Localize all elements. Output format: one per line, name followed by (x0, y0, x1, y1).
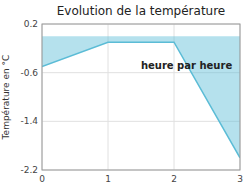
axes: 0.2 -0.6 -1.4 -2.20 1 2 3 (20, 19, 242, 184)
chart-container: 0.2 -0.6 -1.4 -2.20 1 2 3 heure par heure Evolut… (0, 0, 250, 188)
tick-label: 0.2 (24, 19, 38, 29)
y-axis-label: Température en °C (1, 55, 11, 141)
title: Evolution de la température (57, 4, 226, 18)
tick-label: 1 (105, 174, 111, 184)
annotation: heure par heure (141, 60, 232, 71)
area (42, 36, 240, 158)
grid-line (108, 24, 109, 170)
line (42, 42, 240, 158)
grid-line (42, 121, 240, 122)
tick-label: 3 (237, 174, 243, 184)
tick-label: -0.6 (20, 68, 38, 78)
chart-svg: 0.2 -0.6 -1.4 -2.20 1 2 3 heure par heure Evolut… (0, 0, 250, 188)
plot-frame (42, 24, 240, 170)
tick-label: 2 (171, 174, 177, 184)
data-group (42, 36, 240, 158)
grid-line (174, 24, 175, 170)
grid (42, 24, 240, 170)
plot-background (42, 24, 240, 170)
tick-label: -2.2 (20, 165, 38, 175)
tick-label: -1.4 (20, 116, 38, 126)
tick-label: 0 (39, 174, 45, 184)
